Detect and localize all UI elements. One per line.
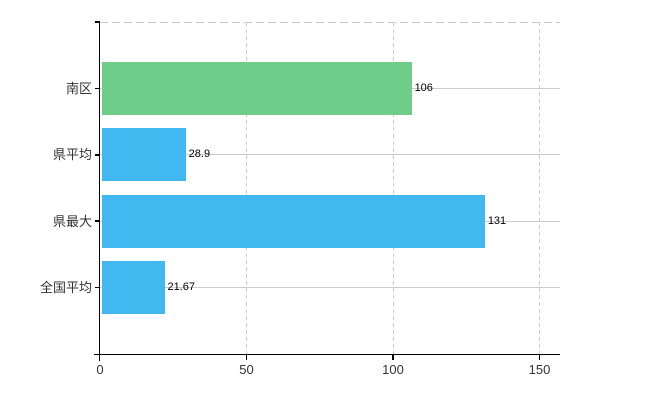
y-axis-tick	[95, 286, 100, 289]
x-tick-label: 0	[96, 362, 104, 377]
y-gridline	[100, 154, 560, 156]
y-gridline	[100, 287, 560, 289]
category-label: 全国平均	[39, 280, 92, 296]
y-axis-tick	[95, 87, 100, 90]
y-axis-tick	[95, 154, 100, 156]
category-label: 県最大	[52, 213, 92, 229]
value-label: 131	[487, 214, 507, 227]
value-label: 106	[414, 81, 433, 94]
x-axis-tick	[392, 355, 394, 360]
y-axis-tick	[95, 21, 100, 23]
y-axis-tick	[95, 220, 100, 222]
value-label: 28.9	[188, 148, 211, 161]
bar	[101, 194, 486, 248]
x-gridline	[246, 22, 248, 354]
category-label: 南区	[65, 80, 92, 96]
x-tick-label: 50	[239, 362, 254, 377]
plot-top-border	[100, 21, 560, 23]
x-axis-tick	[538, 355, 541, 360]
x-gridline	[392, 22, 394, 354]
bar	[101, 61, 413, 115]
y-axis	[98, 22, 100, 361]
bar	[101, 128, 187, 182]
category-label: 県平均	[52, 147, 92, 163]
x-axis-tick	[245, 355, 248, 360]
x-tick-label: 100	[382, 362, 404, 377]
bar	[101, 261, 165, 315]
x-tick-label: 150	[528, 362, 551, 377]
value-label: 21.67	[167, 281, 196, 294]
x-axis	[93, 353, 560, 355]
x-gridline	[539, 22, 541, 354]
